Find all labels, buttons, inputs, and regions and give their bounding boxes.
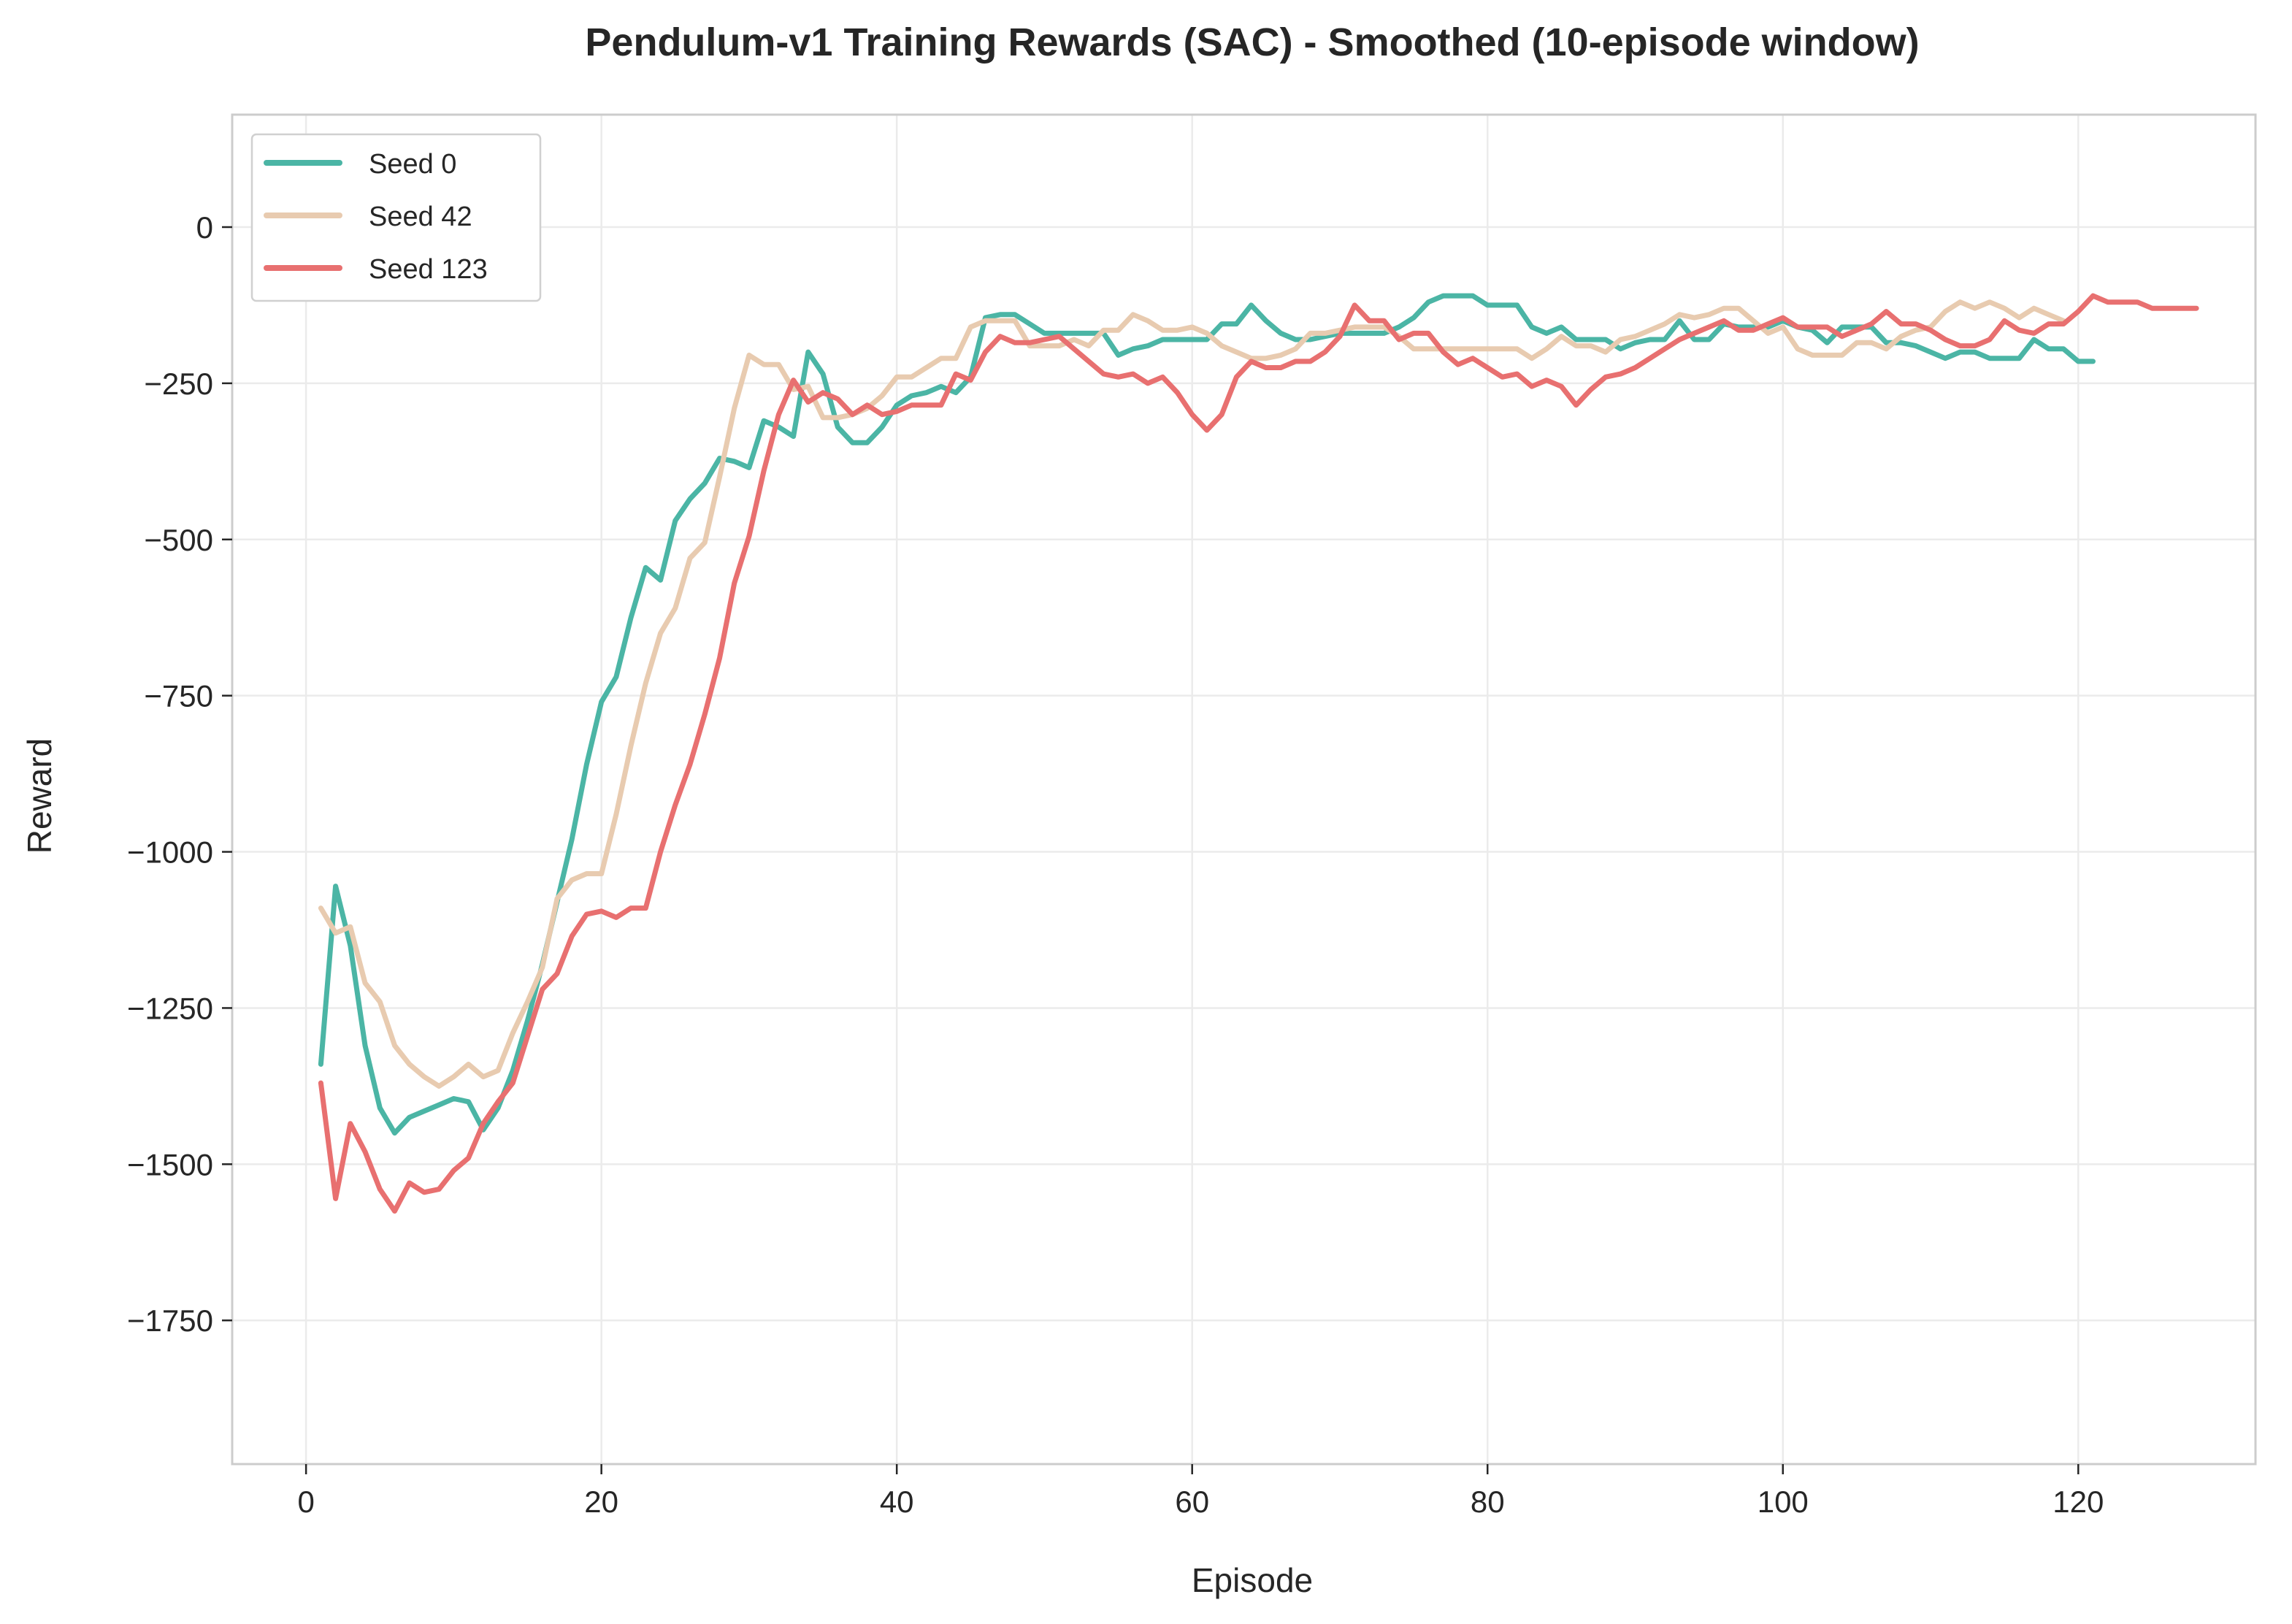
plot-frame — [231, 113, 2257, 1466]
chart-title: Pendulum-v1 Training Rewards (SAC) - Smo… — [585, 20, 1919, 64]
x-tick-label: 20 — [584, 1485, 618, 1519]
x-axis-label: Episode — [1192, 1561, 1313, 1599]
legend-label-seed-42: Seed 42 — [369, 202, 472, 232]
y-tick-label: −750 — [144, 679, 213, 713]
axis-ticks: 0 20 40 60 80 100 120 0 −250 −500 −750 −1000 −1250 −1… — [127, 210, 2104, 1519]
y-tick-label: −1500 — [127, 1147, 213, 1181]
legend-label-seed-0: Seed 0 — [369, 149, 456, 180]
x-tick-label: 40 — [880, 1485, 914, 1519]
y-tick-label: −1250 — [127, 991, 213, 1025]
series-lines — [318, 293, 2199, 1214]
series-line-seed-42 — [318, 299, 2066, 1089]
x-tick-label: 80 — [1471, 1485, 1505, 1519]
legend-label-seed-123: Seed 123 — [369, 254, 488, 285]
y-tick-label: 0 — [196, 210, 213, 245]
legend: Seed 0 Seed 42 Seed 123 — [250, 133, 542, 302]
x-tick-label: 60 — [1175, 1485, 1209, 1519]
legend-box — [250, 133, 542, 302]
y-tick-label: −1750 — [127, 1303, 213, 1338]
y-tick-label: −500 — [144, 523, 213, 557]
x-tick-label: 120 — [2053, 1485, 2104, 1519]
y-tick-label: −1000 — [127, 835, 213, 870]
series-line-seed-123 — [318, 293, 2199, 1214]
x-tick-label: 0 — [297, 1485, 314, 1519]
x-tick-label: 100 — [1758, 1485, 1809, 1519]
y-axis-label: Reward — [20, 738, 58, 854]
y-tick-label: −250 — [144, 367, 213, 401]
